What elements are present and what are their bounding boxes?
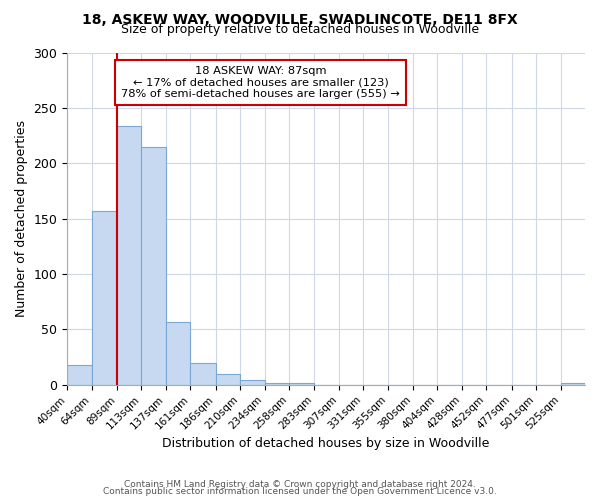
Bar (92, 211, 117, 385)
Bar (215, 374, 240, 385)
Text: 18, ASKEW WAY, WOODVILLE, SWADLINCOTE, DE11 8FX: 18, ASKEW WAY, WOODVILLE, SWADLINCOTE, D… (82, 12, 518, 26)
Text: 18 ASKEW WAY: 87sqm
← 17% of detached houses are smaller (123)
78% of semi-detac: 18 ASKEW WAY: 87sqm ← 17% of detached ho… (121, 66, 400, 99)
Bar (265, 382, 289, 385)
X-axis label: Distribution of detached houses by size in Woodville: Distribution of detached houses by size … (163, 437, 490, 450)
Bar (117, 126, 142, 385)
Bar (240, 380, 265, 385)
Bar (67, 365, 92, 385)
Bar (166, 322, 190, 385)
Bar (560, 382, 585, 385)
Text: Contains public sector information licensed under the Open Government Licence v3: Contains public sector information licen… (103, 487, 497, 496)
Text: Size of property relative to detached houses in Woodville: Size of property relative to detached ho… (121, 22, 479, 36)
Bar (190, 362, 215, 385)
Text: Contains HM Land Registry data © Crown copyright and database right 2024.: Contains HM Land Registry data © Crown c… (124, 480, 476, 489)
Bar (142, 146, 166, 385)
Y-axis label: Number of detached properties: Number of detached properties (15, 120, 28, 317)
Bar (289, 382, 314, 385)
